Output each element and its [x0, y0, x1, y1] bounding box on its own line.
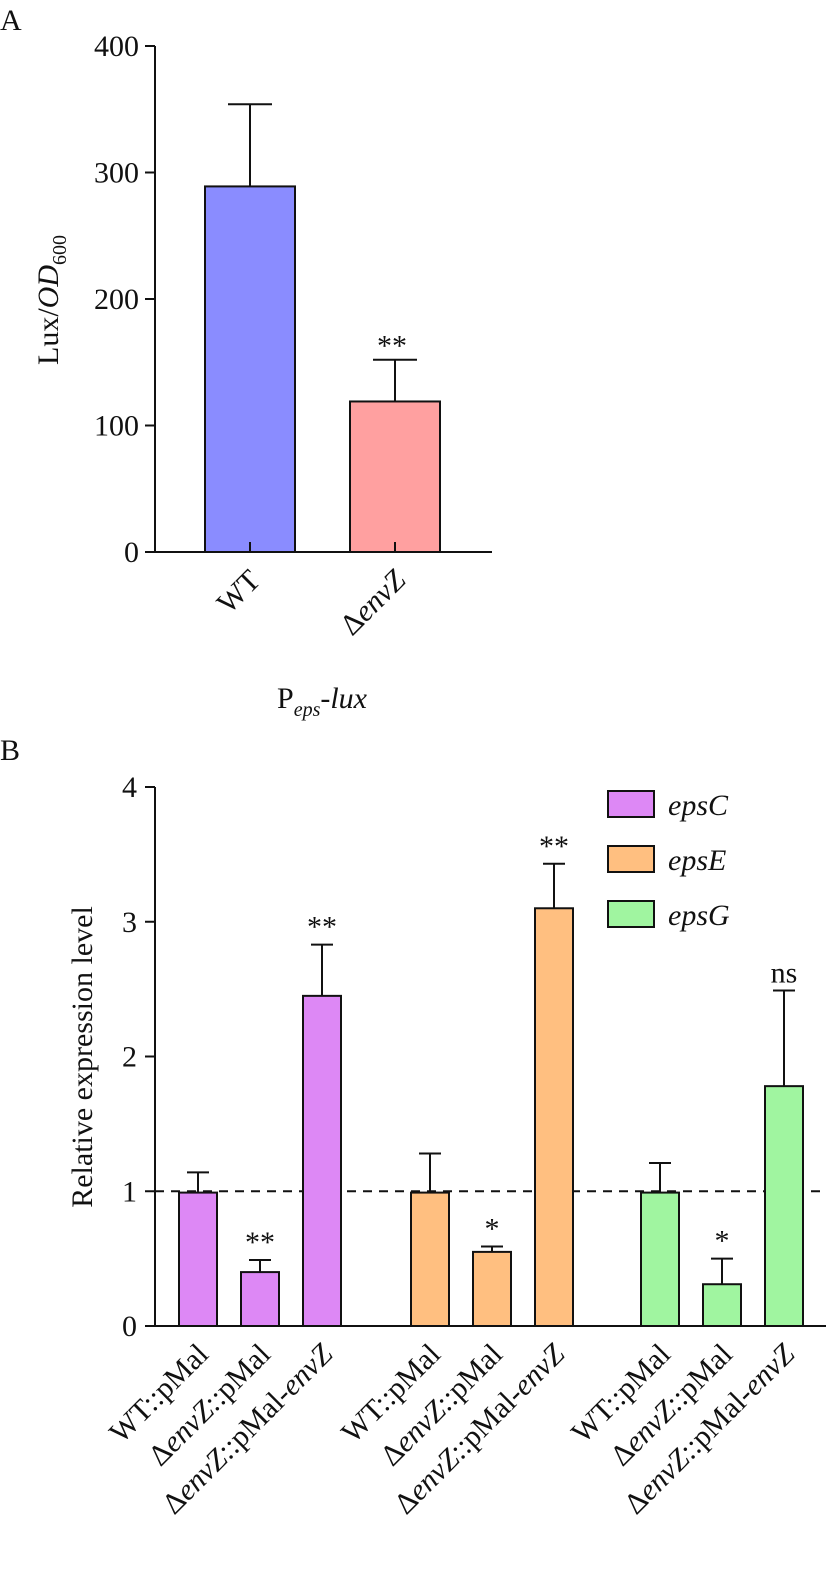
panel-b-bar-epsE — [410, 1191, 450, 1328]
legend-label-epsG: epsG — [668, 899, 730, 932]
panel-b-bar-epsC — [240, 1271, 280, 1327]
legend-label-epsC: epsC — [668, 789, 729, 822]
panel-b-significance-label: * — [715, 1225, 730, 1258]
panel-a-letter: A — [0, 4, 22, 37]
panel-b-bar-epsE — [472, 1250, 512, 1327]
panel-b-bar-epsG — [702, 1283, 742, 1328]
panel-b-bar-epsG — [640, 1191, 680, 1328]
legend-swatch-epsC — [607, 790, 655, 818]
panel-a-y-tick-label: 0 — [124, 536, 139, 569]
panel-b-y-axis-title: Relative expression level — [66, 906, 99, 1208]
panel-a-y-tick-label: 100 — [94, 410, 139, 443]
legend-swatch-epsE — [607, 845, 655, 873]
legend-swatch-epsG — [607, 900, 655, 928]
panel-b-significance-label: ** — [539, 830, 569, 863]
panel-a-significance-label: ** — [377, 330, 407, 363]
panel-b-bar-epsC — [178, 1191, 218, 1328]
panel-b-bar-epsE — [534, 907, 574, 1328]
panel-b-bar-epsG — [764, 1085, 804, 1328]
panel-b-significance-label: ns — [771, 956, 798, 989]
panel-a-y-tick-label: 200 — [94, 283, 139, 316]
panel-a-category-label: ΔenvZ — [334, 563, 412, 641]
legend-label-epsE: epsE — [668, 844, 726, 877]
panel-b-significance-label: ** — [307, 911, 337, 944]
panel-b-y-tick-label: 2 — [122, 1041, 137, 1074]
panel-b-bar-epsC — [302, 994, 342, 1327]
panel-b-significance-label: * — [485, 1212, 500, 1245]
panel-a-x-axis-title: Peps-lux — [277, 682, 368, 721]
panel-b-y-tick-label: 1 — [122, 1175, 137, 1208]
panel-a-bar — [349, 400, 441, 553]
panel-b-letter: B — [0, 734, 20, 767]
panel-a-category-label: WT — [211, 564, 267, 620]
panel-b-significance-label: ** — [245, 1226, 275, 1259]
panel-a-bar — [204, 185, 296, 553]
panel-b-y-tick-label: 3 — [122, 906, 137, 939]
panel-b-y-tick-label: 0 — [122, 1310, 137, 1343]
panel-a-y-axis-title: Lux/OD600 — [32, 235, 71, 365]
panel-a-y-tick-label: 300 — [94, 157, 139, 190]
panel-b-y-tick-label: 4 — [122, 771, 137, 804]
panel-a-y-tick-label: 400 — [94, 30, 139, 63]
